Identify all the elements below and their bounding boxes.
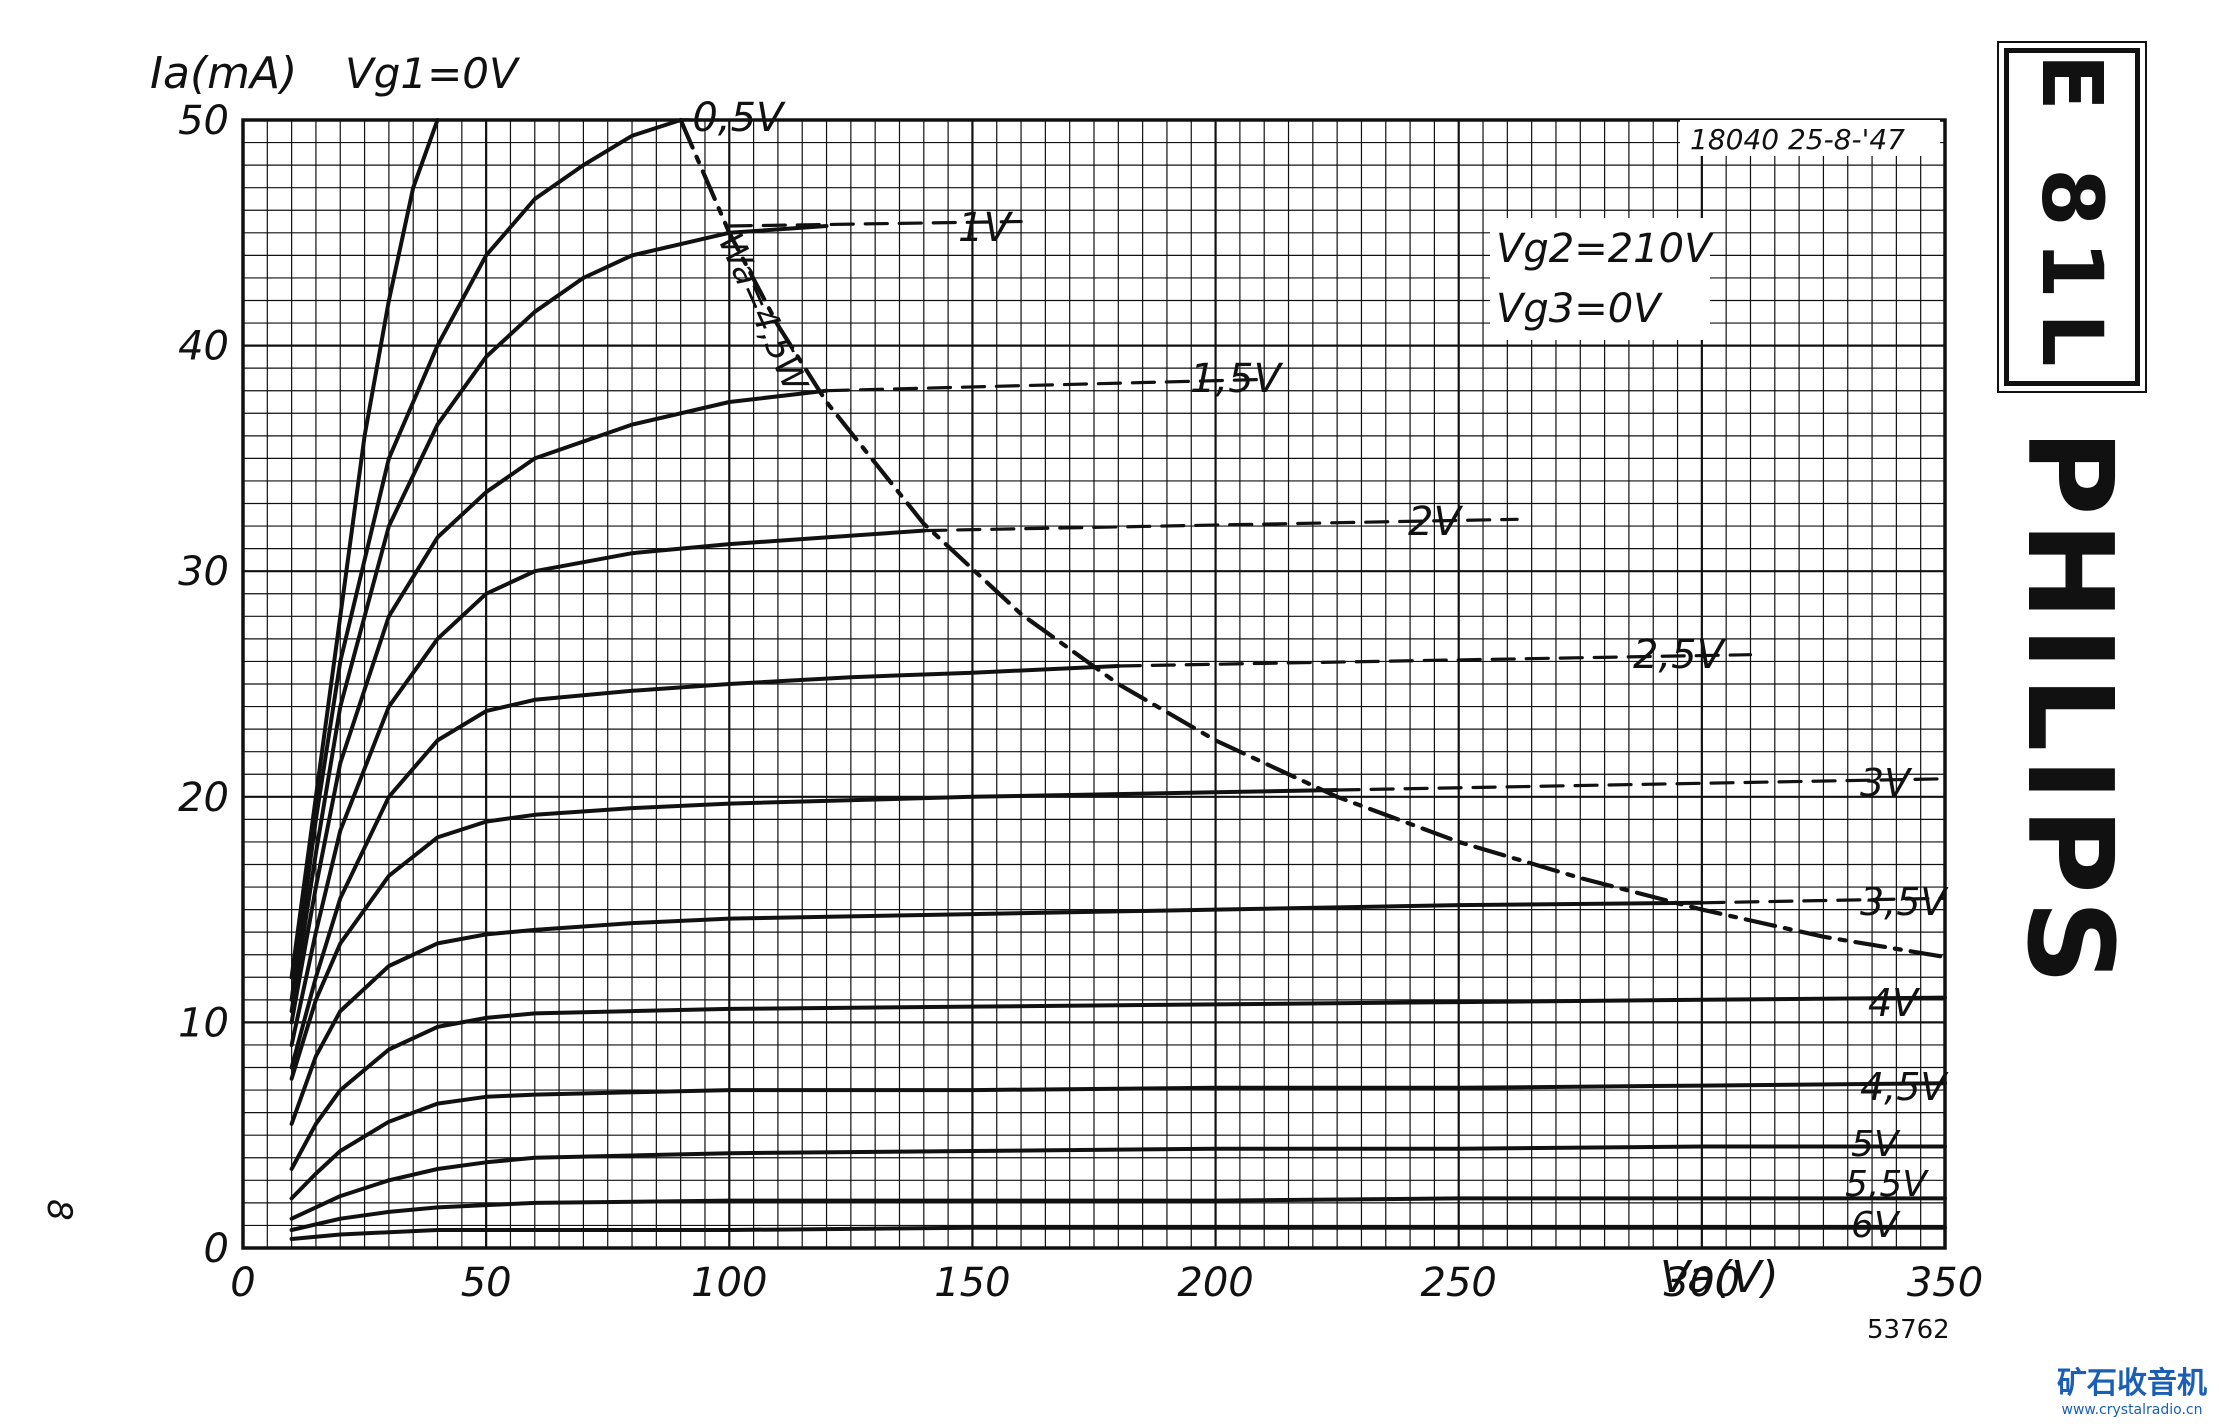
extrapolated-curve-segment xyxy=(727,219,1023,228)
anode-current-curve xyxy=(289,1196,1947,1232)
anode-current-curve xyxy=(289,900,1704,1126)
power-limit-curve xyxy=(678,117,1948,960)
curve-label-5-5v: 5,5V xyxy=(1845,1164,1929,1205)
y-tick-label: 50 xyxy=(178,98,229,144)
extrapolated-curve-segment xyxy=(1335,777,1947,792)
screen-grid-voltage-note: Vg2=210V xyxy=(1496,226,1714,272)
extrapolated-curve-segment xyxy=(1116,653,1753,668)
anode-current-curve xyxy=(289,388,829,1025)
x-tick-label: 50 xyxy=(461,1260,512,1306)
x-tick-label: 300 xyxy=(1664,1260,1740,1306)
curve-label-4-5v: 4,5V xyxy=(1860,1065,1949,1109)
x-tick-label: 150 xyxy=(934,1260,1010,1306)
curve-label-power-limit: Wa=4,5W xyxy=(710,227,816,399)
curve-label-minus-5v: -5V xyxy=(1838,1124,1901,1165)
chart-tick-labels: 0 50 100 150 200 250 300 350 0 10 20 30 40 50 xyxy=(178,98,1983,1306)
x-tick-label: 100 xyxy=(691,1260,767,1306)
anode-current-curve xyxy=(289,664,1121,1070)
figure-number: 53762 xyxy=(1867,1315,1950,1345)
brand-logo: PHILIPS xyxy=(2001,429,2139,991)
anode-current-curve xyxy=(289,788,1340,1081)
anode-current-curve xyxy=(289,118,683,1002)
tube-type-box: E 81L xyxy=(1997,41,2147,393)
curve-label-1v: 1V xyxy=(958,205,1013,251)
suppressor-grid-voltage-note: Vg3=0V xyxy=(1496,286,1663,332)
x-tick-label: 0 xyxy=(230,1260,255,1306)
curve-label-3-5v: 3,5V xyxy=(1860,880,1949,924)
curve-label-3v: 3V xyxy=(1860,761,1913,805)
extrapolated-curve-segment xyxy=(922,517,1519,533)
x-axis-label: Va(V) xyxy=(1660,1252,1779,1303)
anode-current-curve xyxy=(289,1081,1947,1201)
y-tick-label: 30 xyxy=(178,549,229,595)
anode-current-curve xyxy=(289,1225,1947,1241)
drawing-reference-background xyxy=(1680,120,1940,156)
chart-curves xyxy=(289,117,1948,1241)
curve-label-4v: 4V xyxy=(1868,981,1921,1025)
x-tick-label: 250 xyxy=(1421,1260,1497,1306)
curve-label-2v: 2V xyxy=(1408,499,1463,545)
tube-type-label: E 81L xyxy=(2023,53,2121,381)
anode-current-curve xyxy=(289,1144,1947,1221)
y-tick-label: 40 xyxy=(178,324,229,370)
plot-frame xyxy=(241,118,1947,1250)
curve-label-vg1-0v: Vg1=0V xyxy=(345,49,521,98)
anode-current-curve xyxy=(289,118,440,980)
drawing-reference-note: 18040 25-8-'47 xyxy=(1690,123,1905,156)
x-tick-label: 350 xyxy=(1907,1260,1983,1306)
watermark: 矿石收音机 www.crystalradio.cn xyxy=(2057,1358,2207,1418)
watermark-url: www.crystalradio.cn xyxy=(2061,1402,2203,1418)
extrapolated-curve-segment xyxy=(1700,896,1947,905)
curve-label-minus-6v: -6V xyxy=(1838,1205,1901,1246)
anode-current-curve xyxy=(289,995,1947,1171)
anode-current-curve xyxy=(289,224,829,1014)
chart-grid xyxy=(243,120,1945,1248)
chart-axes xyxy=(241,118,1947,1250)
side-mark: 8 xyxy=(38,1199,79,1221)
curve-label-minus-0-5v: -0,5V xyxy=(678,95,786,141)
conditions-box-background xyxy=(1490,218,1710,340)
anode-current-curve xyxy=(289,528,926,1047)
y-tick-label: 20 xyxy=(178,775,229,821)
extrapolated-curve-segment xyxy=(824,377,1266,393)
y-tick-label: 10 xyxy=(178,1000,229,1046)
curve-label-1-5v: 1,5V xyxy=(1190,356,1284,402)
y-axis-label: Ia(mA) xyxy=(150,48,297,99)
curve-label-2-5v: 2,5V xyxy=(1633,632,1727,678)
watermark-site-name: 矿石收音机 xyxy=(2057,1366,2207,1401)
y-tick-label: 0 xyxy=(204,1226,229,1272)
x-tick-label: 200 xyxy=(1177,1260,1253,1306)
